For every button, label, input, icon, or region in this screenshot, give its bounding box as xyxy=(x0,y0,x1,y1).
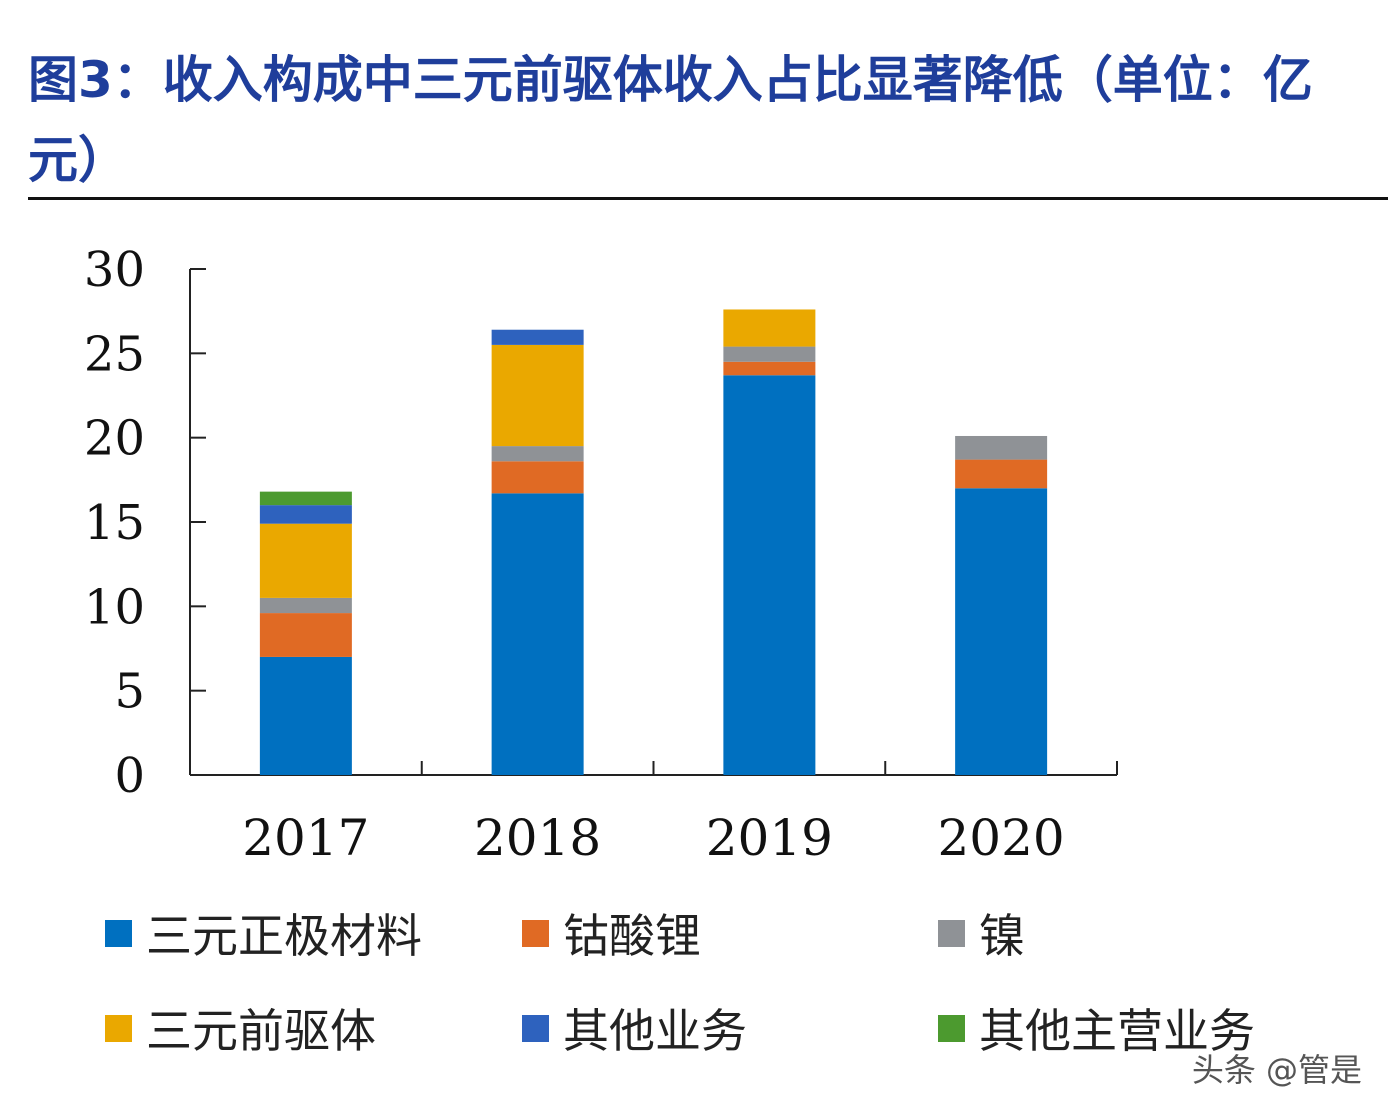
chart-title: 图3：收入构成中三元前驱体收入占比显著降低（单位：亿元） xyxy=(28,51,1313,189)
bar-segment xyxy=(259,613,352,657)
legend-label: 其他主营业务 xyxy=(979,1004,1255,1058)
legend-swatch xyxy=(522,919,549,947)
x-tick-label: 2017 xyxy=(242,809,369,867)
bar-segment xyxy=(259,491,352,506)
legend-item: 三元前驱体 xyxy=(105,995,376,1061)
y-tick-label: 20 xyxy=(84,411,145,467)
bar-segment xyxy=(259,523,352,598)
legend-label: 三元前驱体 xyxy=(146,1004,376,1058)
bar-segment xyxy=(723,361,816,376)
y-tick-label: 5 xyxy=(114,664,145,720)
y-tick-label: 30 xyxy=(84,242,145,298)
bar-segment xyxy=(491,461,584,494)
bar-segment xyxy=(491,344,584,447)
legend-swatch xyxy=(522,1014,549,1042)
legend-item: 镍 xyxy=(938,900,1025,966)
bar-segment xyxy=(491,446,584,462)
bar-segment xyxy=(491,493,584,775)
legend-label: 其他业务 xyxy=(563,1004,747,1058)
bar-segment xyxy=(955,488,1048,775)
bar-segment xyxy=(259,656,352,775)
legend-item: 其他业务 xyxy=(522,995,747,1061)
y-tick-label: 25 xyxy=(84,326,145,382)
legend-item: 三元正极材料 xyxy=(105,900,422,966)
legend-item: 钴酸锂 xyxy=(522,900,701,966)
bar-segment xyxy=(259,505,352,524)
legend-label: 钴酸锂 xyxy=(563,909,701,963)
x-tick-label: 2020 xyxy=(938,809,1065,867)
y-tick-label: 10 xyxy=(84,579,145,635)
bar-segment xyxy=(955,435,1048,460)
bar-segment xyxy=(723,346,816,362)
x-tick-label: 2018 xyxy=(474,809,601,867)
x-tick-label: 2019 xyxy=(706,809,833,867)
bar-segment xyxy=(491,329,584,345)
legend-swatch xyxy=(105,1014,132,1042)
legend-swatch xyxy=(105,919,132,947)
bar-segment xyxy=(723,309,816,347)
y-tick-label: 0 xyxy=(114,748,145,804)
bar-segment xyxy=(723,375,816,775)
legend-swatch xyxy=(938,919,965,947)
legend-label: 三元正极材料 xyxy=(146,909,422,963)
legend-label: 镍 xyxy=(979,909,1025,963)
title-divider xyxy=(28,197,1388,200)
watermark: 头条 @管是 xyxy=(1191,1051,1362,1089)
legend-item: 其他主营业务 xyxy=(938,995,1255,1061)
bar-segment xyxy=(955,459,1048,489)
legend-swatch xyxy=(938,1014,965,1042)
bar-segment xyxy=(259,597,352,614)
stacked-bar-chart: 0 5 10 15 20 25 30 2017 2018 2019 2020 xyxy=(84,242,1118,867)
y-tick-label: 15 xyxy=(84,495,145,551)
